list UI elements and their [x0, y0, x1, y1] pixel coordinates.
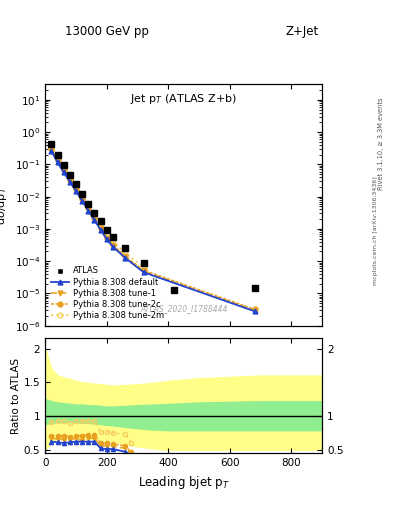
- Text: 13000 GeV pp: 13000 GeV pp: [65, 26, 149, 38]
- Text: Rivet 3.1.10, ≥ 3.3M events: Rivet 3.1.10, ≥ 3.3M events: [378, 97, 384, 189]
- X-axis label: Leading bjet p$_T$: Leading bjet p$_T$: [138, 474, 230, 490]
- Text: ATLAS_2020_I1788444: ATLAS_2020_I1788444: [140, 305, 228, 313]
- Y-axis label: Ratio to ATLAS: Ratio to ATLAS: [11, 358, 21, 434]
- Legend: ATLAS, Pythia 8.308 default, Pythia 8.308 tune-1, Pythia 8.308 tune-2c, Pythia 8: ATLAS, Pythia 8.308 default, Pythia 8.30…: [50, 265, 165, 322]
- Text: mcplots.cern.ch [arXiv:1306.3436]: mcplots.cern.ch [arXiv:1306.3436]: [373, 176, 378, 285]
- Text: Z+Jet: Z+Jet: [285, 26, 318, 38]
- Text: Jet p$_T$ (ATLAS Z+b): Jet p$_T$ (ATLAS Z+b): [130, 92, 237, 105]
- Y-axis label: d$\sigma$/dp$_T$: d$\sigma$/dp$_T$: [0, 185, 9, 225]
